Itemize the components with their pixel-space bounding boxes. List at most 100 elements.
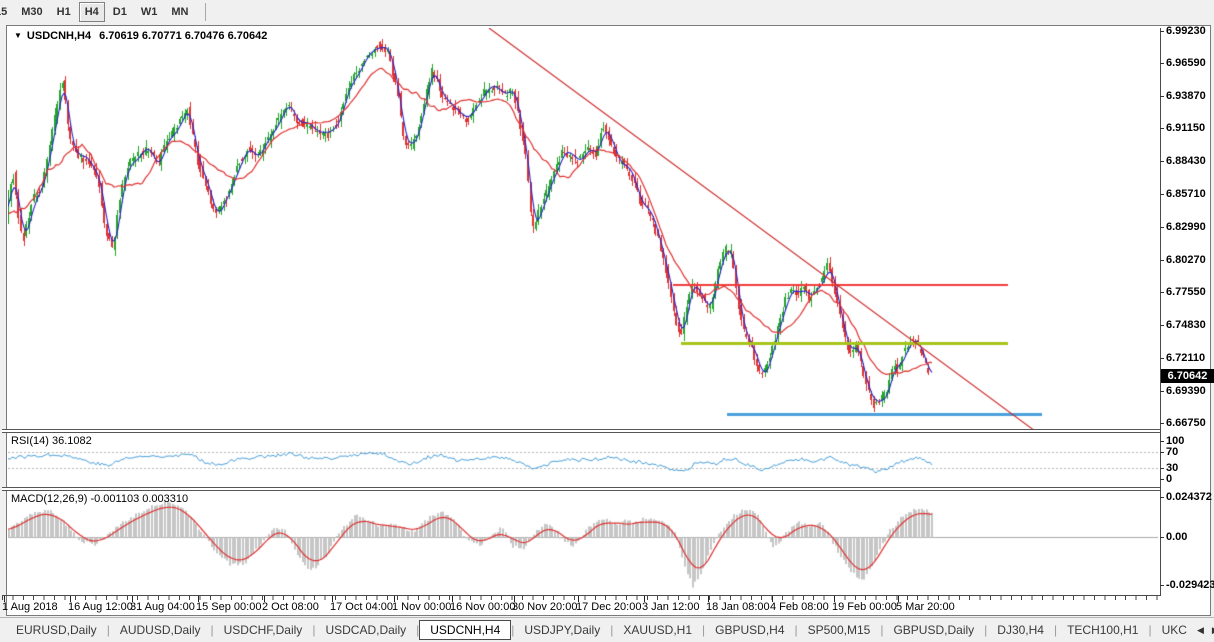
price-tick-label: 6.96590 xyxy=(1166,57,1206,69)
price-tick-mark xyxy=(1160,260,1164,261)
timeframe-button-15[interactable]: 15 xyxy=(0,6,8,18)
price-axis-line xyxy=(1160,28,1161,596)
macd-panel-canvas[interactable] xyxy=(8,491,1158,595)
chart-tab-gbpusd[interactable]: GBPUSD,Daily xyxy=(893,623,975,637)
rsi-panel-canvas[interactable] xyxy=(8,433,1158,487)
tab-separator: | xyxy=(1148,623,1152,637)
price-tick-mark xyxy=(1160,31,1164,32)
toolbar-separator xyxy=(205,3,207,21)
time-tick-label: 1 Nov 00:00 xyxy=(392,601,452,613)
price-tick-mark xyxy=(1160,63,1164,64)
tab-separator: | xyxy=(511,623,515,637)
time-tick-label: 17 Dec 20:00 xyxy=(576,601,642,613)
chart-tab-usdjpy[interactable]: USDJPY,Daily xyxy=(524,623,601,637)
chart-ohlc-values: 6.70619 6.70771 6.70476 6.70642 xyxy=(99,30,268,42)
tabs-scroll-right-icon[interactable]: ▶ xyxy=(1212,625,1214,636)
macd-tick-mark xyxy=(1160,585,1164,586)
time-major-tick xyxy=(264,596,265,602)
price-tick-mark xyxy=(1160,358,1164,359)
price-tick-mark xyxy=(1160,128,1164,129)
chart-tab-gbpusd[interactable]: GBPUSD,H4 xyxy=(715,623,785,637)
price-tick-label: 6.74830 xyxy=(1166,319,1206,331)
time-tick-label: 31 Aug 04:00 xyxy=(130,601,195,613)
time-tick-label: 18 Jan 08:00 xyxy=(706,601,770,613)
rsi-tick-label: 70 xyxy=(1166,446,1179,458)
time-tick-label: 2 Oct 08:00 xyxy=(262,601,319,613)
tabs-scroll-left-icon[interactable]: ◀ xyxy=(1196,624,1204,635)
timeframe-button-h1[interactable]: H1 xyxy=(56,6,71,18)
rsi-tick-mark xyxy=(1160,452,1164,453)
price-tick-label: 6.82990 xyxy=(1166,221,1206,233)
timeframe-button-w1[interactable]: W1 xyxy=(140,6,158,18)
time-axis-minor-ticks xyxy=(2,596,1160,600)
timeframe-button-m30[interactable]: M30 xyxy=(21,6,43,18)
time-tick-label: 17 Oct 04:00 xyxy=(330,601,393,613)
time-tick-label: 3 Jan 12:00 xyxy=(642,601,700,613)
chart-symbol-period: USDCNH,H4 xyxy=(26,30,92,42)
price-tick-label: 6.80270 xyxy=(1166,254,1206,266)
timeframe-button-mn[interactable]: MN xyxy=(171,6,189,18)
chart-tab-eurusd[interactable]: EURUSD,Daily xyxy=(16,623,97,637)
rsi-tick-mark xyxy=(1160,441,1164,442)
tab-separator: | xyxy=(610,623,614,637)
time-major-tick xyxy=(198,596,199,602)
main-price-chart-canvas[interactable] xyxy=(8,28,1158,430)
tab-separator: | xyxy=(794,623,798,637)
time-tick-label: 15 Sep 00:00 xyxy=(196,601,262,613)
price-tick-label: 6.85710 xyxy=(1166,188,1206,200)
tab-separator: | xyxy=(1053,623,1058,637)
rsi-indicator-label: RSI(14) 36.1082 xyxy=(11,435,92,447)
price-tick-label: 6.69390 xyxy=(1166,385,1206,397)
macd-tick-label: -0.029423 xyxy=(1166,579,1214,591)
time-major-tick xyxy=(332,596,333,602)
macd-panel-splitter[interactable] xyxy=(2,487,1160,491)
timeframe-button-h4[interactable]: H4 xyxy=(78,2,105,22)
chart-title: ▼ USDCNH,H4 6.70619 6.70771 6.70476 6.7064… xyxy=(14,30,267,42)
price-tick-label: 6.77550 xyxy=(1166,286,1206,298)
time-tick-label: 16 Aug 12:00 xyxy=(68,601,133,613)
timeframe-button-d1[interactable]: D1 xyxy=(112,6,127,18)
tab-separator: | xyxy=(702,623,706,637)
time-major-tick xyxy=(834,596,835,602)
time-major-tick xyxy=(772,596,773,602)
price-tick-mark xyxy=(1160,325,1164,326)
rsi-tick-label: 100 xyxy=(1166,435,1185,447)
time-tick-label: 1 Aug 2018 xyxy=(2,601,58,613)
time-major-tick xyxy=(514,596,515,602)
time-tick-label: 4 Feb 08:00 xyxy=(770,601,829,613)
tab-nav: ◀▶ xyxy=(1197,625,1214,636)
timeframe-toolbar: 15 M30 H1 H4 D1 W1 MN xyxy=(0,0,1214,24)
chart-tab-usdcnh[interactable]: USDCNH,H4 xyxy=(419,620,512,640)
chart-tab-tech100[interactable]: TECH100,H1 xyxy=(1067,623,1139,637)
chart-tab-bar: EURUSD,Daily | AUDUSD,Daily | USDCHF,Daily | U… xyxy=(0,617,1214,642)
price-tick-label: 6.99230 xyxy=(1166,25,1206,37)
chart-tab-xauusd[interactable]: XAUUSD,H1 xyxy=(623,623,693,637)
time-major-tick xyxy=(4,596,5,602)
chart-tab-ukc[interactable]: UKC xyxy=(1161,623,1187,637)
rsi-panel-splitter[interactable] xyxy=(2,429,1160,433)
price-tick-mark xyxy=(1160,391,1164,392)
tab-separator: | xyxy=(210,623,214,637)
chart-tab-dj30[interactable]: DJ30,H4 xyxy=(997,623,1044,637)
macd-tick-label: 0.00 xyxy=(1166,531,1188,543)
time-major-tick xyxy=(70,596,71,602)
rsi-tick-label: 30 xyxy=(1166,462,1179,474)
chart-dropdown-icon[interactable]: ▼ xyxy=(14,31,22,40)
time-major-tick xyxy=(644,596,645,602)
price-tick-mark xyxy=(1160,161,1164,162)
price-tick-mark xyxy=(1160,227,1164,228)
current-price-label: 6.70642 xyxy=(1161,369,1214,383)
rsi-tick-mark xyxy=(1160,479,1164,480)
chart-tab-usdchf[interactable]: USDCHF,Daily xyxy=(223,623,303,637)
tab-separator: | xyxy=(984,623,988,637)
price-tick-mark xyxy=(1160,292,1164,293)
chart-tab-sp500[interactable]: SP500,M15 xyxy=(807,623,871,637)
time-axis-line xyxy=(2,595,1160,596)
tab-separator: | xyxy=(106,623,110,637)
chart-tab-usdcad[interactable]: USDCAD,Daily xyxy=(325,623,407,637)
macd-tick-mark xyxy=(1160,537,1164,538)
time-tick-label: 16 Nov 00:00 xyxy=(450,601,516,613)
chart-tab-audusd[interactable]: AUDUSD,Daily xyxy=(119,623,201,637)
price-tick-mark xyxy=(1160,194,1164,195)
